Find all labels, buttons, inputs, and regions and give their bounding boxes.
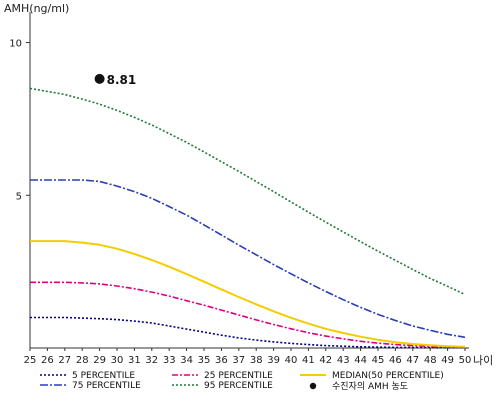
amh-point-label: 8.81 — [107, 73, 137, 87]
x-tick-label: 32 — [145, 355, 158, 366]
x-axis-label: 나이 — [473, 354, 493, 367]
x-tick-label: 36 — [215, 355, 228, 366]
x-tick-label: 29 — [93, 355, 106, 366]
amh-point — [94, 73, 105, 84]
x-tick-label: 30 — [111, 355, 124, 366]
y-tick-label: 5 — [16, 191, 22, 202]
series-line-4 — [29, 87, 466, 296]
chart-annotations: 8.81 — [94, 73, 137, 87]
x-tick-label: 28 — [76, 355, 89, 366]
series-line-3 — [30, 179, 466, 339]
legend-label-0: 5 PERCENTILE — [72, 371, 135, 381]
x-tick-label: 26 — [41, 355, 54, 366]
chart-axes: AMH(ng/ml) 5 10 25 26 27 28 29 30 31 32 33 34 35 36 37 3… — [4, 2, 493, 367]
series-line-1 — [30, 281, 466, 349]
y-tick-label: 10 — [9, 39, 22, 50]
x-tick-label: 35 — [198, 355, 211, 366]
legend-label-4: 95 PERCENTILE — [204, 381, 273, 391]
legend-label-1: 25 PERCENTILE — [204, 371, 273, 381]
x-tick-label: 49 — [441, 355, 454, 366]
x-tick-label: 39 — [267, 355, 280, 366]
x-tick-label: 47 — [406, 355, 419, 366]
x-tick-label: 43 — [337, 355, 350, 366]
x-tick-label: 38 — [250, 355, 263, 366]
x-tick-label: 25 — [24, 355, 37, 366]
legend-point-marker — [309, 382, 317, 390]
y-axis-label: AMH(ng/ml) — [4, 2, 69, 15]
x-tick-label: 45 — [372, 355, 385, 366]
legend-label-2: MEDIAN(50 PERCENTILE) — [332, 371, 444, 381]
chart-legend: 5 PERCENTILE 25 PERCENTILE MEDIAN(50 PERCE… — [40, 371, 444, 392]
x-tick-label: 48 — [424, 355, 437, 366]
x-tick-label: 27 — [58, 355, 71, 366]
legend-label-point: 수진자의 AMH 농도 — [332, 381, 408, 392]
series-line-0 — [30, 316, 465, 349]
x-tick-label: 46 — [389, 355, 402, 366]
x-tick-label: 41 — [302, 355, 315, 366]
legend-label-3: 75 PERCENTILE — [72, 381, 141, 391]
x-tick-label: 33 — [163, 355, 176, 366]
x-tick-label: 44 — [354, 355, 367, 366]
x-tick-label: 42 — [319, 355, 332, 366]
chart-series — [29, 87, 466, 349]
x-tick-label: 40 — [285, 355, 298, 366]
x-tick-label: 31 — [128, 355, 141, 366]
x-tick-label: 37 — [232, 355, 245, 366]
x-tick-label: 34 — [180, 355, 193, 366]
series-line-2 — [30, 240, 466, 348]
x-tick-label: 50 — [459, 355, 472, 366]
